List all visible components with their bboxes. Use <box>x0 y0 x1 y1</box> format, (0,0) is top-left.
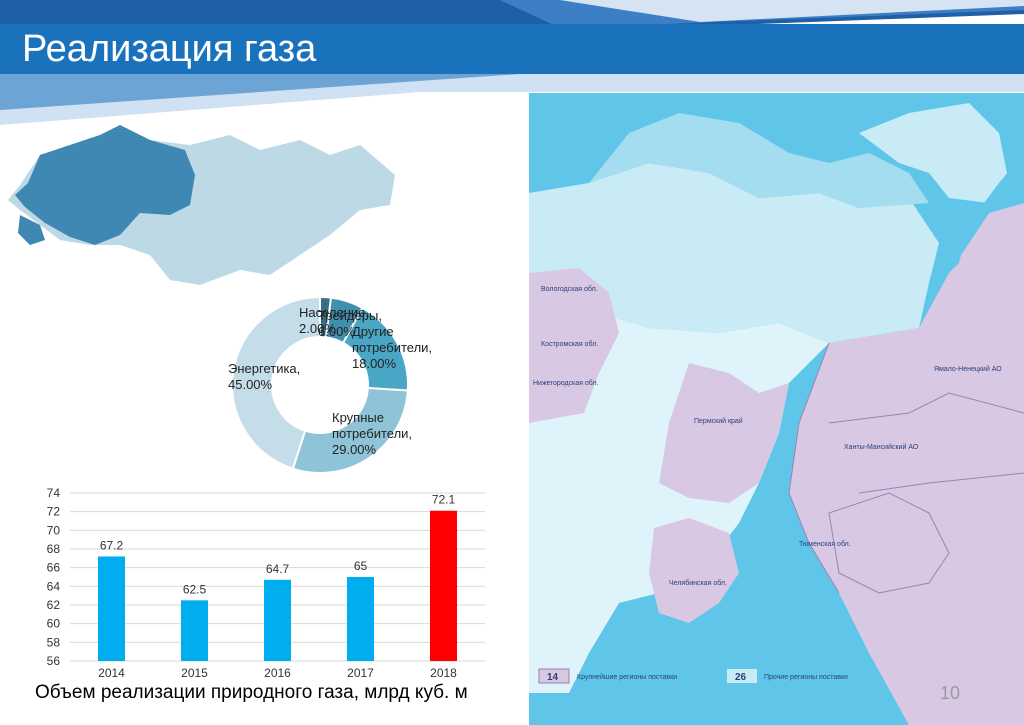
bar-value-label: 64.7 <box>266 562 290 576</box>
bar-value-label: 62.5 <box>183 582 207 596</box>
x-tick-label: 2015 <box>181 666 208 680</box>
donut-label-other-consumers: Другие потребители, 18.00% <box>352 324 433 371</box>
bar-2016 <box>264 579 291 661</box>
x-tick-label: 2017 <box>347 666 374 680</box>
y-tick-label: 68 <box>47 542 61 556</box>
bar-2018 <box>430 510 457 661</box>
bar-value-label: 67.2 <box>100 538 124 552</box>
bar-2014 <box>98 556 125 661</box>
region-map: Вологодская обл. Костромская обл. Нижего… <box>529 93 1024 725</box>
region-label-khanty: Ханты-Мансийский АО <box>844 443 919 451</box>
region-label-chelyabinsk: Челябинская обл. <box>669 579 727 587</box>
legend-count-other: 26 <box>735 672 747 683</box>
bar-2015 <box>181 600 208 661</box>
y-tick-label: 74 <box>47 486 61 500</box>
donut-slice-3 <box>291 386 409 474</box>
region-label-kostroma: Костромская обл. <box>541 340 598 348</box>
donut-chart <box>231 295 409 474</box>
y-tick-label: 70 <box>47 523 61 537</box>
bar-2017 <box>347 577 374 661</box>
bar-value-label: 72.1 <box>432 493 456 507</box>
y-tick-label: 62 <box>47 598 61 612</box>
donut-slice-4 <box>231 295 321 470</box>
y-tick-label: 58 <box>47 635 61 649</box>
x-tick-label: 2018 <box>430 666 457 680</box>
legend-label-other: Прочие регионы поставки <box>764 674 848 681</box>
donut-label-large-consumers: Крупные потребители, 29.00% <box>332 410 413 457</box>
legend-swatch-other <box>727 669 757 683</box>
y-tick-label: 60 <box>47 617 61 631</box>
y-tick-label: 72 <box>47 505 61 519</box>
donut-label-traders: Трейдеры, 6.00% <box>318 308 382 339</box>
legend-swatch-major <box>538 668 570 684</box>
x-tick-label: 2014 <box>98 666 125 680</box>
bar-value-label: 65 <box>354 559 368 573</box>
region-label-vologda: Вологодская обл. <box>541 285 598 293</box>
legend-count-major: 14 <box>547 672 559 683</box>
region-label-perm: Пермский край <box>694 417 743 425</box>
region-label-nizhny: Нижегородская обл. <box>533 379 599 387</box>
russia-map <box>8 125 395 285</box>
region-label-yamal: Ямало-Ненецкий АО <box>934 365 1002 373</box>
donut-label-naselenie: Население, 2.00% <box>299 305 370 336</box>
slide-header <box>0 0 1024 125</box>
chart-caption: Объем реализации природного газа, млрд к… <box>35 682 468 703</box>
y-tick-label: 64 <box>47 579 61 593</box>
slide-title: Реализация газа <box>22 28 317 70</box>
x-tick-label: 2016 <box>264 666 291 680</box>
y-tick-label: 66 <box>47 561 61 575</box>
page-number: 10 <box>940 683 961 703</box>
donut-label-energy: Энергетика, 45.00% <box>228 361 301 392</box>
y-tick-label: 56 <box>47 654 61 668</box>
legend-label-major: Крупнейшие регионы поставки <box>577 673 677 681</box>
bar-chart: 56 58 60 62 64 66 68 70 72 74 67.2 2014 62.5 2015 64.7… <box>47 486 485 680</box>
region-label-tyumen: Тюменская обл. <box>799 540 851 548</box>
